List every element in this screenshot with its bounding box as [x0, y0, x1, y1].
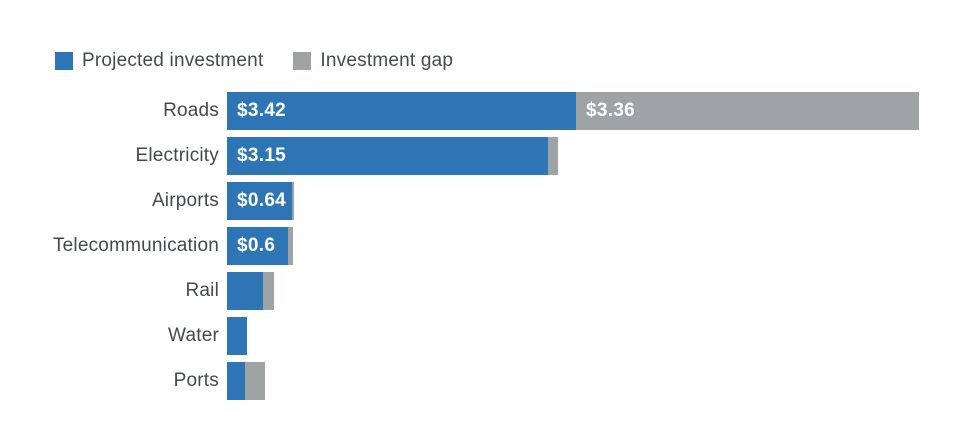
legend-item-projected-investment: Projected investment [55, 50, 263, 72]
category-label: Rail [185, 280, 219, 301]
bar-group: $3.42 $3.36 [227, 92, 919, 130]
projected-investment-bar [227, 317, 247, 355]
projected-investment-bar: $3.15 [227, 137, 548, 175]
bar-row: Electricity $3.15 [0, 137, 975, 175]
category-label: Electricity [135, 145, 219, 166]
bar-group: $0.64 [227, 182, 294, 220]
investment-gap-bar [292, 182, 294, 220]
bar-group: $0.6 [227, 227, 293, 265]
investment-gap-bar [263, 272, 274, 310]
projected-investment-swatch-icon [55, 52, 73, 70]
investment-gap-swatch-icon [293, 52, 312, 70]
bar-group [227, 272, 274, 310]
category-label: Water [168, 325, 219, 346]
bar-value-label: $3.36 [586, 100, 636, 121]
category-label: Ports [173, 370, 219, 391]
category-label: Roads [163, 100, 219, 121]
bar-value-label: $0.64 [237, 190, 287, 211]
bar-row: Telecommunication $0.6 [0, 227, 975, 265]
bar-row: Water [0, 317, 975, 355]
bar-group [227, 362, 265, 400]
investment-gap-bar [245, 362, 265, 400]
legend-item-investment-gap: Investment gap [293, 50, 453, 72]
projected-investment-bar: $0.6 [227, 227, 288, 265]
legend: Projected investment Investment gap [0, 0, 975, 72]
projected-investment-bar [227, 362, 245, 400]
investment-gap-bar [548, 137, 558, 175]
investment-gap-bar: $3.36 [576, 92, 919, 130]
bar-row: Ports [0, 362, 975, 400]
chart-rows: Roads $3.42 $3.36 Electricity $3.15 Airports $… [0, 92, 975, 400]
bar-value-label: $0.6 [237, 235, 276, 256]
bar-row: Roads $3.42 $3.36 [0, 92, 975, 130]
bar-row: Airports $0.64 [0, 182, 975, 220]
bar-group [227, 317, 247, 355]
investment-gap-bar [288, 227, 293, 265]
projected-investment-bar [227, 272, 263, 310]
bar-row: Rail [0, 272, 975, 310]
legend-label-investment-gap: Investment gap [320, 50, 454, 71]
legend-label-projected-investment: Projected investment [82, 50, 264, 71]
bar-group: $3.15 [227, 137, 558, 175]
category-label: Airports [151, 190, 219, 211]
category-label: Telecommunication [52, 235, 219, 256]
projected-investment-bar: $0.64 [227, 182, 292, 220]
projected-investment-bar: $3.42 [227, 92, 576, 130]
bar-value-label: $3.15 [237, 145, 287, 166]
bar-value-label: $3.42 [237, 100, 287, 121]
